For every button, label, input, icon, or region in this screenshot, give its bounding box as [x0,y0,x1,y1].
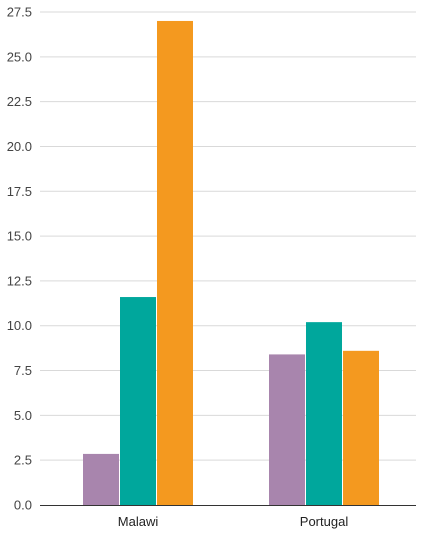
y-tick-label: 10.0 [7,318,32,333]
y-tick-label: 17.5 [7,184,32,199]
y-axis-tick-labels: 0.0 2.5 5.0 7.5 10.0 12.5 15.0 17.5 20.0 22.5 25.0… [7,5,32,513]
y-tick-label: 22.5 [7,94,32,109]
bar-portugal-series-2 [306,322,342,505]
y-tick-label: 25.0 [7,49,32,64]
bar-portugal-series-3 [343,350,379,505]
x-category-label: Malawi [118,514,159,529]
y-tick-label: 20.0 [7,139,32,154]
bar-malawi-series-2 [120,297,156,505]
bar-portugal-series-1 [269,354,305,505]
y-tick-label: 5.0 [14,408,32,423]
gridlines [40,11,416,461]
y-tick-label: 12.5 [7,273,32,288]
x-category-label: Portugal [300,514,349,529]
bar-malawi-series-3 [157,20,193,506]
y-tick-label: 2.5 [14,453,32,468]
y-tick-label: 0.0 [14,498,32,513]
x-axis-category-labels: Malawi Portugal [118,514,349,529]
bar-malawi-series-1 [83,453,119,505]
y-tick-label: 7.5 [14,363,32,378]
y-tick-label: 15.0 [7,229,32,244]
bars [83,20,379,506]
y-tick-label: 27.5 [7,5,32,20]
